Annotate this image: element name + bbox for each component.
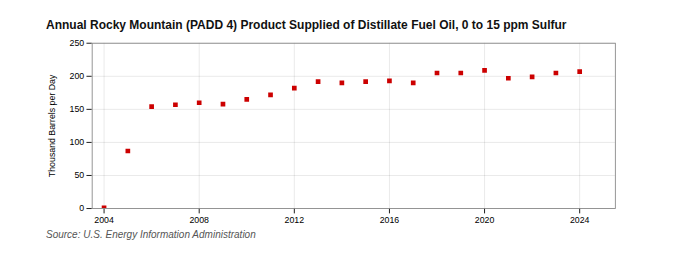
html-text:Annual Rocky Mountain (PADD 4): Annual Rocky Mountain (PADD 4) Product S… <box>46 18 567 32</box>
svg-text:2016: 2016 <box>380 215 400 225</box>
svg-text:Thousand Barrels per Day: Thousand Barrels per Day <box>47 74 57 177</box>
svg-text:2020: 2020 <box>475 215 495 225</box>
svg-text:100: 100 <box>70 137 85 147</box>
svg-text:2008: 2008 <box>189 215 209 225</box>
svg-text:50: 50 <box>74 170 84 180</box>
svg-text:200: 200 <box>70 71 85 81</box>
html-text:Source: U.S. Energy Informatio: Source: U.S. Energy Information Administ… <box>46 229 256 241</box>
svg-text:2024: 2024 <box>570 215 590 225</box>
svg-text:2004: 2004 <box>94 215 114 225</box>
svg-text:250: 250 <box>70 38 85 48</box>
svg-text:0: 0 <box>79 203 84 213</box>
svg-text:150: 150 <box>70 104 85 114</box>
svg-text:2012: 2012 <box>285 215 305 225</box>
